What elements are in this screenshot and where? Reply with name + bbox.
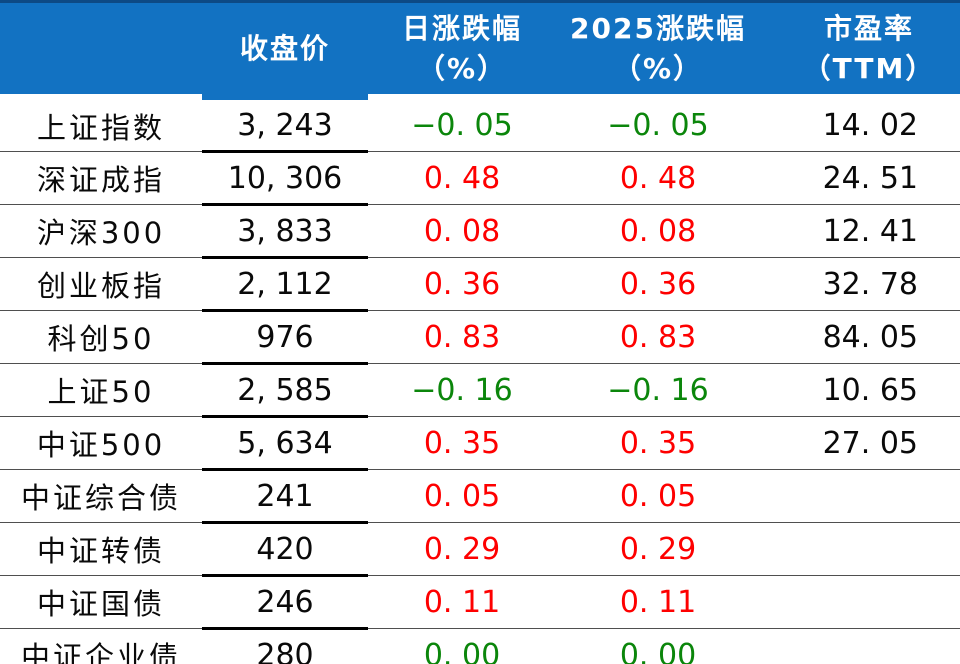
table-row: 沪深300 3, 833 0. 08 0. 08 12. 41 xyxy=(0,204,960,259)
pe-cell: 14. 02 xyxy=(760,97,960,152)
pe-cell: 12. 41 xyxy=(760,204,960,258)
index-name-cell: 中证500 xyxy=(0,416,202,470)
daily-change-cell: 0. 00 xyxy=(368,628,556,664)
index-name-cell: 中证转债 xyxy=(0,522,202,576)
table-row: 中证转债 420 0. 29 0. 29 xyxy=(0,522,960,577)
table-row: 中证500 5, 634 0. 35 0. 35 27. 05 xyxy=(0,416,960,471)
pe-cell: 32. 78 xyxy=(760,257,960,311)
daily-change-cell: 0. 08 xyxy=(368,204,556,258)
table-row: 科创50 976 0. 83 0. 83 84. 05 xyxy=(0,310,960,365)
index-name-cell: 中证国债 xyxy=(0,575,202,629)
ytd-change-cell: 0. 11 xyxy=(556,575,760,629)
daily-change-cell: −0. 16 xyxy=(368,363,556,417)
index-name-cell: 中证企业债 xyxy=(0,628,202,664)
close-price-cell: 976 xyxy=(202,310,368,365)
pe-cell xyxy=(760,575,960,629)
ytd-change-cell: 0. 36 xyxy=(556,257,760,311)
pe-cell: 84. 05 xyxy=(760,310,960,364)
index-name-cell: 沪深300 xyxy=(0,204,202,258)
table-row: 上证指数 3, 243 −0. 05 −0. 05 14. 02 xyxy=(0,97,960,153)
close-price-cell: 5, 634 xyxy=(202,416,368,471)
close-price-cell: 10, 306 xyxy=(202,151,368,206)
close-price-cell: 420 xyxy=(202,522,368,577)
header-label: 市盈率 xyxy=(823,11,914,45)
ytd-change-cell: 0. 83 xyxy=(556,310,760,364)
ytd-change-cell: 0. 35 xyxy=(556,416,760,470)
daily-change-cell: 0. 48 xyxy=(368,151,556,205)
index-name-cell: 科创50 xyxy=(0,310,202,364)
pe-cell xyxy=(760,522,960,576)
header-label: 收盘价 xyxy=(239,31,330,65)
header-index-name xyxy=(0,0,202,100)
close-price-cell: 3, 833 xyxy=(202,204,368,259)
ytd-change-cell: −0. 05 xyxy=(556,97,760,152)
index-name-cell: 中证综合债 xyxy=(0,469,202,523)
daily-change-cell: 0. 29 xyxy=(368,522,556,576)
pe-cell xyxy=(760,628,960,664)
ytd-change-cell: 0. 00 xyxy=(556,628,760,664)
table-row: 中证综合债 241 0. 05 0. 05 xyxy=(0,469,960,524)
close-price-cell: 246 xyxy=(202,575,368,630)
index-name-cell: 创业板指 xyxy=(0,257,202,311)
header-close-price: 收盘价 xyxy=(202,0,368,100)
close-price-cell: 280 xyxy=(202,628,368,664)
header-sub-label: （%） xyxy=(612,51,704,85)
header-sub-label: （TTM） xyxy=(802,51,936,85)
daily-change-cell: −0. 05 xyxy=(368,97,556,152)
close-price-cell: 2, 585 xyxy=(202,363,368,418)
header-row: 收盘价 日涨跌幅 （%） 2025涨跌幅 （%） 市盈率 （TTM） xyxy=(0,0,960,100)
ytd-change-cell: 0. 29 xyxy=(556,522,760,576)
header-label: 2025涨跌幅 xyxy=(570,11,746,45)
index-name-cell: 上证50 xyxy=(0,363,202,417)
daily-change-cell: 0. 11 xyxy=(368,575,556,629)
table-row: 上证50 2, 585 −0. 16 −0. 16 10. 65 xyxy=(0,363,960,418)
header-pe-ttm: 市盈率 （TTM） xyxy=(760,0,960,100)
header-sub-label: （%） xyxy=(416,51,508,85)
ytd-change-cell: 0. 48 xyxy=(556,151,760,205)
table-row: 深证成指 10, 306 0. 48 0. 48 24. 51 xyxy=(0,151,960,206)
pe-cell: 27. 05 xyxy=(760,416,960,470)
close-price-cell: 241 xyxy=(202,469,368,524)
ytd-change-cell: 0. 05 xyxy=(556,469,760,523)
close-price-cell: 2, 112 xyxy=(202,257,368,312)
table-row: 中证企业债 280 0. 00 0. 00 xyxy=(0,628,960,664)
daily-change-cell: 0. 36 xyxy=(368,257,556,311)
close-price-cell: 3, 243 xyxy=(202,97,368,153)
pe-cell: 10. 65 xyxy=(760,363,960,417)
ytd-change-cell: 0. 08 xyxy=(556,204,760,258)
header-daily-change: 日涨跌幅 （%） xyxy=(368,0,556,100)
pe-cell xyxy=(760,469,960,523)
index-name-cell: 深证成指 xyxy=(0,151,202,205)
daily-change-cell: 0. 05 xyxy=(368,469,556,523)
pe-cell: 24. 51 xyxy=(760,151,960,205)
daily-change-cell: 0. 83 xyxy=(368,310,556,364)
table-row: 中证国债 246 0. 11 0. 11 xyxy=(0,575,960,630)
header-label: 日涨跌幅 xyxy=(401,11,522,45)
daily-change-cell: 0. 35 xyxy=(368,416,556,470)
table-row: 创业板指 2, 112 0. 36 0. 36 32. 78 xyxy=(0,257,960,312)
index-name-cell: 上证指数 xyxy=(0,97,202,152)
ytd-change-cell: −0. 16 xyxy=(556,363,760,417)
header-2025-change: 2025涨跌幅 （%） xyxy=(556,0,760,100)
